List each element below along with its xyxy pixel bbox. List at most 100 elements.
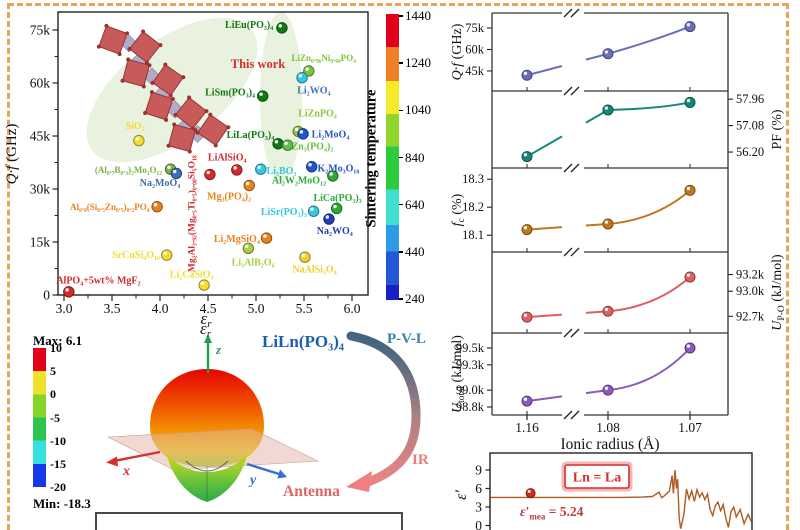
- material-label: LiZnPO₄: [298, 109, 337, 120]
- panel-up-o: 92.7k 93.0k 93.2k UP-O (kJ/mol): [521, 254, 787, 333]
- material-label: AlPO₄+5wt% MgF₂: [56, 275, 140, 286]
- ground-plane: [106, 428, 320, 471]
- material-label: Li₂MoO₄: [312, 129, 350, 140]
- material-label: LiSm(PO₃)₄: [205, 87, 255, 98]
- scatter-point: [161, 249, 173, 261]
- panel-data-point: [684, 96, 696, 108]
- y-tick-label: 30k: [30, 182, 51, 197]
- x-tick-label: 3.5: [104, 301, 121, 316]
- colorbar-tick-label: 1040: [405, 102, 431, 118]
- y-tick-label: 60k: [30, 76, 51, 91]
- eps-tick-label: 6: [475, 481, 482, 496]
- material-label: (Al₀.₇B₀.₃)₂Mo₃O₁₂: [95, 165, 162, 175]
- material-label: Mg₃(PO₄)₂: [207, 192, 251, 203]
- radiation-pattern-colorbar: [33, 348, 46, 487]
- material-label: LiLa(PO₃)₄: [227, 130, 275, 141]
- pattern-max-label: Max: 6.1: [33, 333, 83, 348]
- y-tick-label: 0: [43, 288, 50, 303]
- x-tick-label: 6.0: [344, 301, 361, 316]
- y-axis-arrow: [277, 469, 287, 479]
- panel-data-point: [602, 218, 614, 230]
- ir-label: IR: [412, 452, 429, 468]
- pvl-label: P-V-L: [387, 331, 426, 347]
- sintering-temperature-colorbar-label: Sintering temperature: [363, 89, 380, 228]
- scatter-point: [255, 163, 267, 175]
- panel-data-point: [684, 271, 696, 283]
- colorbar-tick: [399, 203, 403, 206]
- material-label: Mg₂Al₃.₉₂(Mg₀.₅Ti₀.₅)₀.₀₈Si₅O₁₈: [187, 155, 198, 272]
- eps-tick-label: 3: [475, 499, 482, 514]
- permittivity-axes: 9 6 3 0: [475, 462, 490, 530]
- this-work-annotation: This work: [231, 57, 286, 71]
- scatter-point: [164, 163, 177, 175]
- panel-data-point: [602, 104, 614, 116]
- panel-tick-label: 57.96: [736, 92, 764, 106]
- colorbar-tick-label: 440: [405, 243, 425, 259]
- panel-tick-label: 98.8k: [456, 400, 485, 414]
- colorbar-tick: [399, 251, 403, 253]
- scatter-point: [204, 168, 216, 181]
- antenna-label: Antenna: [283, 483, 340, 500]
- material-label: SrCuSi₄O₁₀: [112, 250, 160, 261]
- panel-axis-label: UP-O (kJ/mol): [770, 254, 787, 331]
- x-tick-label: 4.5: [200, 301, 217, 316]
- material-label: Li₃AlB₂O₆: [232, 257, 275, 268]
- crystal-structure-inset: [96, 23, 231, 154]
- arrow-head: [346, 471, 372, 492]
- eps-tick-label: 0: [475, 518, 482, 530]
- ln-la-box-glow: [561, 461, 633, 492]
- x-axis-arrow: [106, 456, 118, 467]
- dashed-border-right: [786, 3, 789, 530]
- ionic-radius-tick-label: 1.16: [515, 420, 539, 435]
- crystal-inset-ellipse: [86, 17, 258, 163]
- scatter-point: [231, 164, 243, 176]
- scatter-axes: 3.0 3.5 4.0 4.5 5.0 5.5 6.0 0 15k 30k 45k 60k 75k: [30, 23, 361, 317]
- scatter-point: [305, 161, 318, 173]
- x-tick-label: 4.0: [152, 301, 169, 316]
- panel-tick-label: 93.0k: [736, 284, 765, 298]
- scatter-point: [198, 279, 210, 291]
- scatter-point: [243, 179, 255, 192]
- colorbar-tick: [399, 156, 403, 159]
- panel-tick-label: 57.08: [736, 119, 764, 133]
- scatter-point: [323, 213, 335, 225]
- scatter-point: [257, 90, 269, 102]
- scatter-point: [272, 138, 284, 150]
- colorbar-tick: [399, 298, 403, 300]
- scatter-point: [297, 128, 309, 140]
- panel-tick-label: 18.2: [462, 200, 484, 214]
- pattern-colorbar-tick-label: -20: [50, 480, 66, 494]
- colorbar-tick: [399, 15, 403, 17]
- material-label: Na₂MoO₄: [140, 178, 180, 189]
- panel-tick-label: 92.7k: [736, 309, 765, 323]
- measured-permittivity-point: [525, 488, 536, 499]
- scatter-point: [260, 232, 273, 244]
- scatter-point: [303, 65, 315, 77]
- sintering-temperature-colorbar: [386, 14, 399, 300]
- x-tick-label: 3.0: [56, 301, 73, 316]
- ln-la-box: [564, 464, 630, 489]
- material-label: LiAlSiO₄: [208, 153, 247, 164]
- epsilon-r-label: εr: [200, 319, 212, 340]
- scatter-point: [330, 202, 343, 215]
- scatter-point: [281, 139, 294, 151]
- material-label: Li₂WO₄: [297, 86, 330, 97]
- scatter-point: [242, 242, 255, 255]
- scatter-point: [327, 170, 339, 182]
- measured-value-label: ε′mea = 5.24: [520, 504, 584, 522]
- radiation-pattern-balloon: [106, 369, 320, 502]
- colorbar-tick-label: 1240: [405, 55, 431, 71]
- this-work-ellipse: [260, 12, 302, 182]
- dashed-border-left: [7, 3, 10, 530]
- scatter-point: [63, 286, 75, 298]
- panel-data-point: [521, 395, 533, 407]
- panel-axis-label: Utotal (kJ/mol): [450, 335, 467, 413]
- y-tick-label: 45k: [30, 129, 51, 144]
- panel-data-point: [602, 384, 614, 396]
- scatter-point: [296, 72, 308, 84]
- permittivity-frame: [489, 452, 753, 530]
- x-axis-label: x: [122, 464, 130, 479]
- material-label: LiCa(PO₃)₃: [313, 193, 361, 204]
